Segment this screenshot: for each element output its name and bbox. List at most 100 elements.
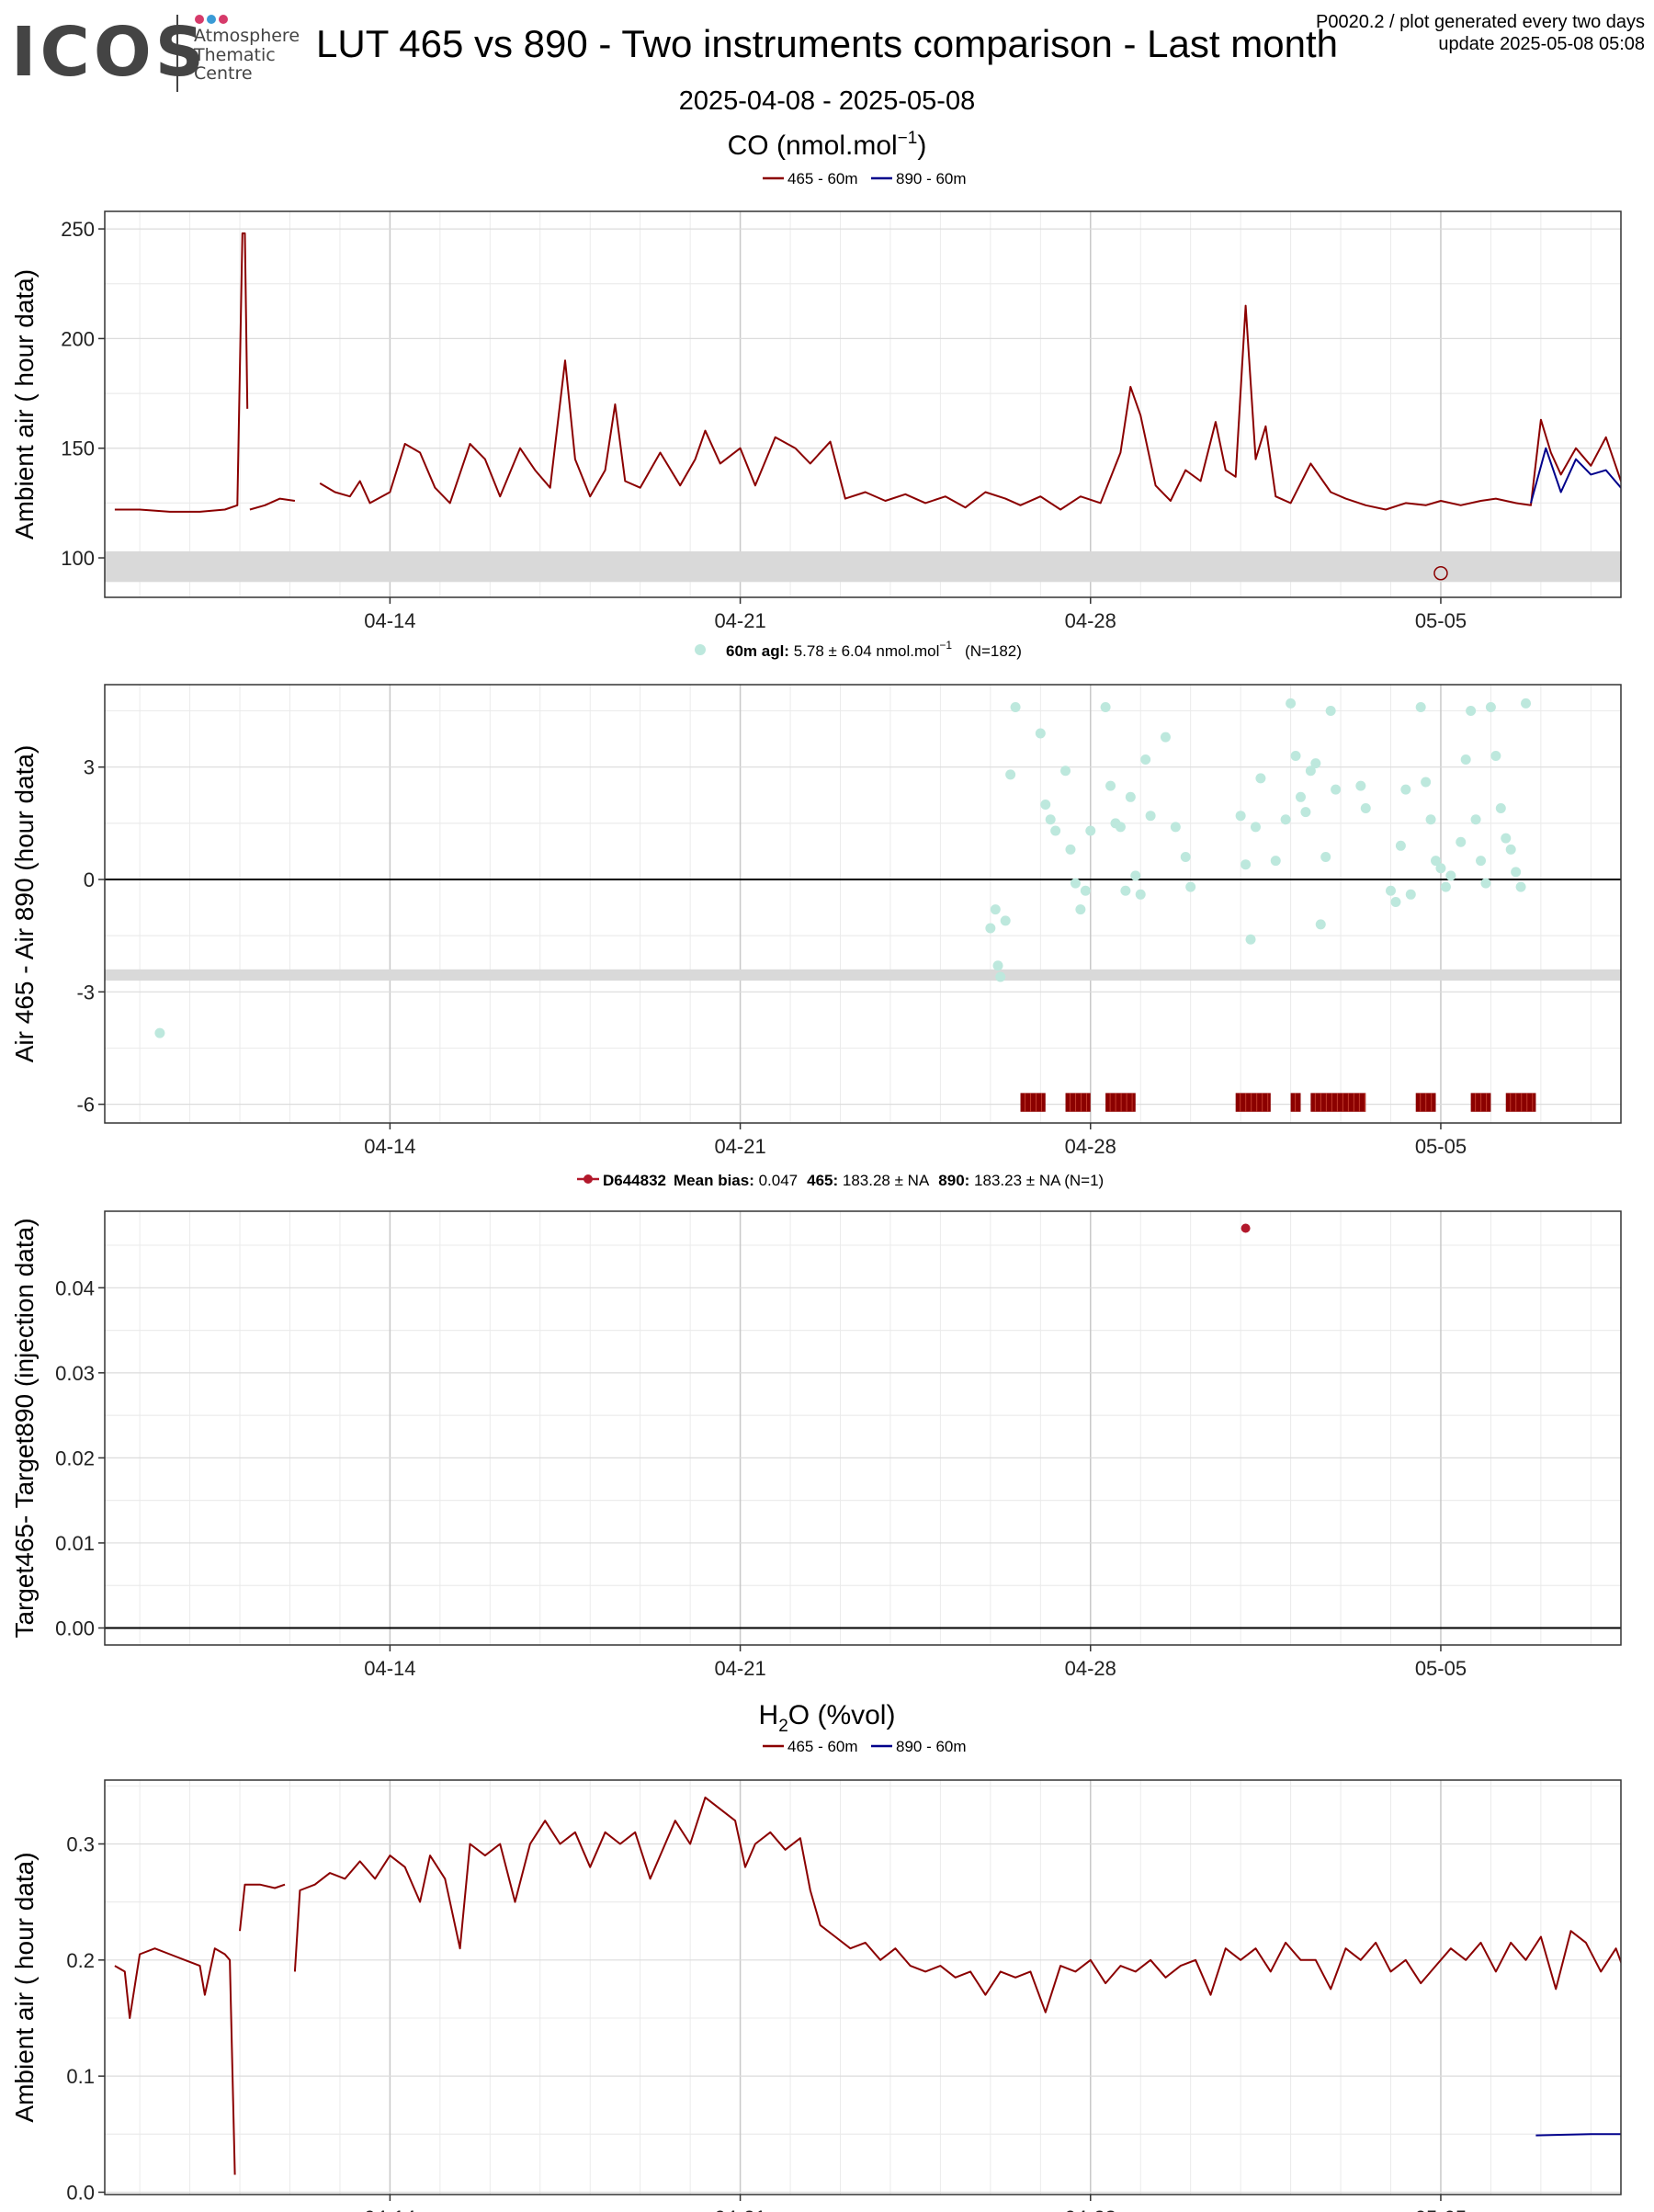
icos-logo: ICOS Atmosphere Thematic Centre <box>11 13 300 92</box>
co-legend-890-label: 890 - 60m <box>896 170 967 187</box>
reference-band <box>105 969 1621 981</box>
data-point <box>1286 698 1297 709</box>
x-tick-label: 04-28 <box>1065 1657 1116 1680</box>
data-point <box>1415 701 1426 712</box>
series-line-465-60m <box>319 304 1621 511</box>
h2o-panel-title: H2O (%vol) <box>759 1700 896 1736</box>
co-legend: 465 - 60m 890 - 60m <box>763 170 967 187</box>
data-point <box>1310 758 1321 769</box>
x-tick-label: 04-14 <box>364 2206 415 2212</box>
diff-legend-text: 60m agl: 5.78 ± 6.04 nmol.mol−1 (N=182) <box>726 639 1022 660</box>
data-point <box>1460 754 1471 766</box>
data-point <box>1320 852 1331 863</box>
update-line: update 2025-05-08 05:08 <box>1438 34 1645 54</box>
series-line-465-60m <box>114 1947 236 2175</box>
data-point <box>1105 780 1116 791</box>
x-tick-label: 04-14 <box>364 1135 415 1158</box>
h2o-legend-890-label: 890 - 60m <box>896 1738 967 1755</box>
y-tick-label: 0.1 <box>66 2065 95 2088</box>
h2o-legend: 465 - 60m 890 - 60m <box>763 1738 967 1755</box>
y-tick-label: 200 <box>61 327 95 350</box>
data-point <box>1435 863 1446 874</box>
data-point <box>1145 811 1156 822</box>
logo-wordmark: ICOS <box>11 13 208 92</box>
panel-border <box>104 1210 1622 1646</box>
x-tick-label: 05-05 <box>1415 2206 1467 2212</box>
y-axis-title: Ambient air ( hour data) <box>10 1852 39 2122</box>
plot-background <box>105 1780 1621 2195</box>
diff-legend-marker <box>695 644 706 655</box>
target-legend-text: D644832 Mean bias: 0.047 465: 183.28 ± NA 8… <box>603 1172 1104 1189</box>
data-point <box>1045 814 1056 825</box>
y-tick-label: 250 <box>61 218 95 241</box>
y-tick-label: 0 <box>84 868 95 891</box>
h2o-legend-465-label: 465 - 60m <box>787 1738 858 1755</box>
data-point <box>1431 856 1442 867</box>
data-point <box>1425 814 1436 825</box>
logo-dot-2 <box>207 15 216 24</box>
data-point <box>1521 698 1532 709</box>
data-point <box>1405 889 1416 900</box>
data-point <box>1315 919 1326 930</box>
data-point <box>1120 885 1131 896</box>
series-line-465-60m <box>293 1796 1621 2013</box>
data-point <box>1331 784 1342 795</box>
data-point <box>1245 934 1256 945</box>
logo-dot-1 <box>195 15 204 24</box>
x-tick-label: 05-05 <box>1415 609 1467 632</box>
x-tick-label: 05-05 <box>1415 1135 1467 1158</box>
data-point <box>1115 822 1126 833</box>
data-point <box>1235 811 1246 822</box>
panel-border <box>104 210 1622 598</box>
plot-background <box>105 1211 1621 1645</box>
data-point <box>1060 766 1071 777</box>
x-tick-label: 04-21 <box>714 1135 765 1158</box>
date-range: 2025-04-08 - 2025-05-08 <box>679 86 975 116</box>
data-point <box>1470 814 1481 825</box>
x-tick-label: 04-14 <box>364 1657 415 1680</box>
logo-centre-line3: Centre <box>194 63 253 84</box>
data-point <box>1421 777 1432 788</box>
data-point <box>1135 889 1146 900</box>
data-point <box>1240 1223 1251 1233</box>
data-point <box>1305 766 1316 777</box>
flag-bar <box>1020 1093 1046 1112</box>
data-point <box>1125 791 1136 802</box>
logo-centre-line2: Thematic <box>193 45 276 65</box>
data-point <box>990 904 1001 915</box>
x-tick-label: 04-28 <box>1065 1135 1116 1158</box>
data-point <box>1085 825 1096 836</box>
data-point <box>1010 701 1021 712</box>
series-line-890-60m <box>1530 447 1621 504</box>
outlier-marker <box>1433 566 1448 581</box>
h2o-ambient-panel: 0.0 0.1 0.2 0.3 04-14 04-21 04-28 05-05 Ambient … <box>10 1779 1622 2212</box>
plot-background <box>105 685 1621 1123</box>
data-point <box>1445 870 1456 881</box>
data-point <box>1255 773 1266 784</box>
data-point <box>985 923 996 934</box>
x-tick-label: 04-28 <box>1065 2206 1116 2212</box>
data-point <box>1505 844 1516 855</box>
data-point <box>1325 706 1336 717</box>
data-point <box>1000 915 1011 926</box>
data-point <box>1185 881 1196 892</box>
logo-centre-line1: Atmosphere <box>194 26 300 46</box>
data-point <box>1466 706 1477 717</box>
data-point <box>1490 750 1501 761</box>
data-point <box>1295 791 1306 802</box>
data-point <box>1501 833 1512 844</box>
y-tick-label: -3 <box>76 981 95 1004</box>
x-tick-label: 04-21 <box>714 1657 765 1680</box>
panel-border <box>104 1779 1622 2195</box>
flag-bar <box>1310 1093 1366 1112</box>
series-line-465-60m <box>249 497 296 511</box>
y-tick-label: 100 <box>61 547 95 570</box>
data-point <box>1080 885 1091 896</box>
y-tick-label: 0.01 <box>55 1532 95 1555</box>
data-point <box>1170 822 1181 833</box>
data-point <box>1035 728 1046 739</box>
data-point <box>1160 732 1171 743</box>
data-point <box>1355 780 1366 791</box>
data-point <box>1485 701 1496 712</box>
